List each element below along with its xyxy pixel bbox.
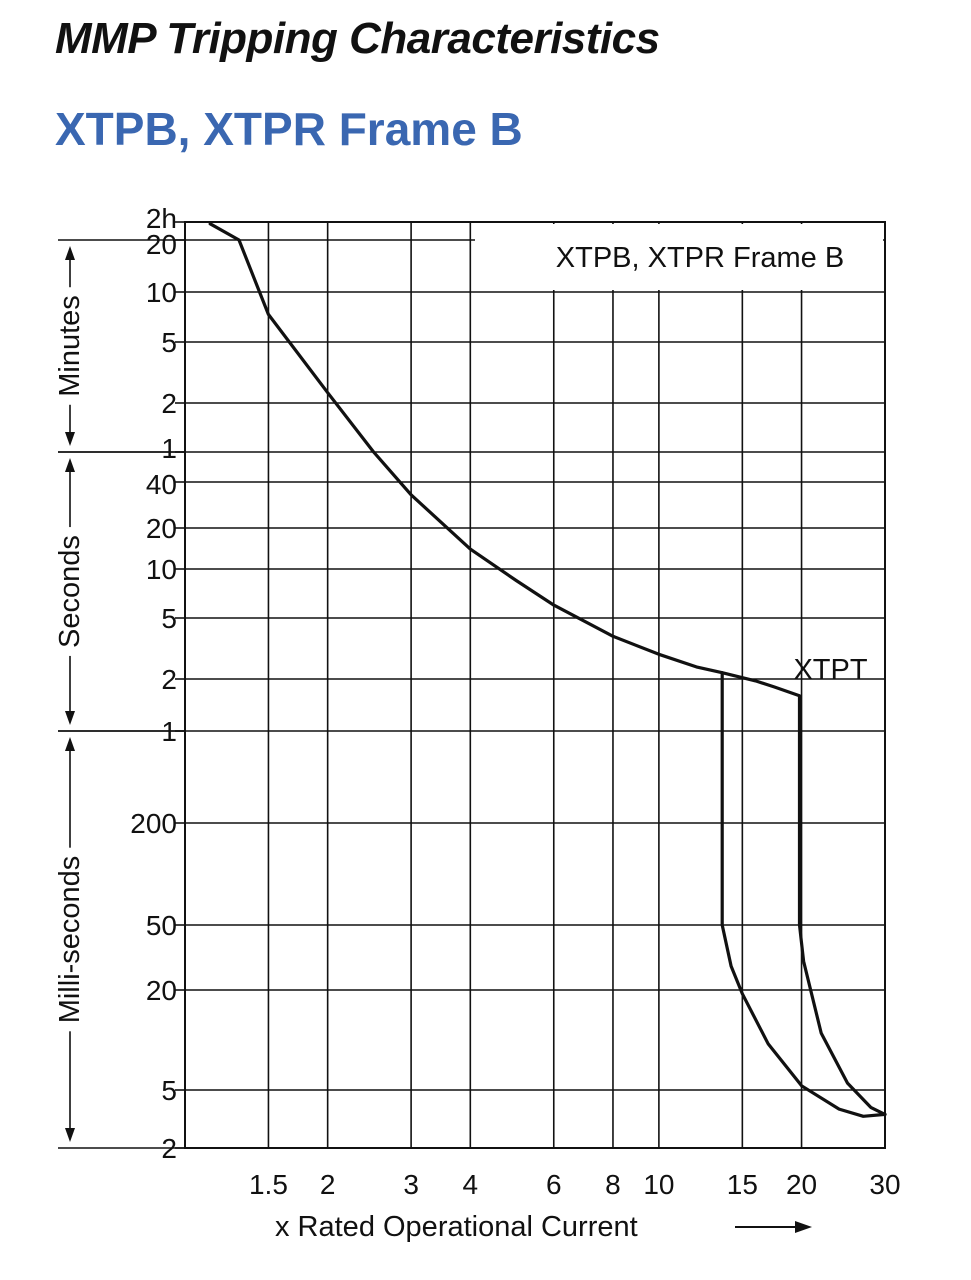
series-label: XTPT (793, 654, 867, 686)
y-tick-label: 5 (161, 1075, 177, 1106)
x-axis-label: x Rated Operational Current (275, 1211, 638, 1243)
y-tick-label: 10 (146, 277, 177, 308)
tick-labels: 1.5 2 3 4 6 8 10 15 20 302h2010521402010521200502… (130, 203, 900, 1200)
x-tick-label: 30 (869, 1169, 900, 1200)
y-tick-label: 1 (161, 716, 177, 747)
y-tick-label: 2h (146, 203, 177, 234)
inset-label: XTPB, XTPR Frame B (556, 242, 844, 274)
y-tick-label: 20 (146, 513, 177, 544)
series-curves: XTPT (208, 222, 887, 1118)
y-tick-label: 40 (146, 469, 177, 500)
x-axis-arrow-head (795, 1221, 812, 1233)
chart-title: MMP Tripping Characteristics (55, 14, 660, 63)
inset-label-box (475, 224, 883, 290)
unit-range-minutes: Minutes (54, 246, 86, 446)
y-tick-label: 50 (146, 910, 177, 941)
x-tick-label: 2 (320, 1169, 336, 1200)
unit-range-arrow-down (65, 432, 75, 446)
x-tick-label: 10 (643, 1169, 674, 1200)
unit-range-label: Minutes (54, 295, 86, 397)
x-tick-label: 1.5 (249, 1169, 288, 1200)
series-line-1 (208, 222, 887, 1118)
x-tick-label: 4 (463, 1169, 479, 1200)
y-tick-label: 20 (146, 229, 177, 260)
x-tick-label: 3 (403, 1169, 419, 1200)
x-tick-label: 20 (786, 1169, 817, 1200)
unit-range-arrow-down (65, 711, 75, 725)
unit-range-arrow-up (65, 246, 75, 260)
y-tick-label: 200 (130, 808, 177, 839)
unit-range-arrow-up (65, 458, 75, 472)
y-tick-label: 10 (146, 554, 177, 585)
x-tick-label: 8 (605, 1169, 621, 1200)
y-tick-label: 2 (161, 1133, 177, 1164)
unit-range-arrow-up (65, 737, 75, 751)
plot-frame (184, 221, 886, 1149)
y-unit-ranges: Minutes Seconds Milli-seconds (54, 239, 185, 1149)
unit-range-seconds: Seconds (54, 458, 86, 725)
chart-subtitle: XTPB, XTPR Frame B (55, 103, 523, 155)
y-tick-label: 1 (161, 433, 177, 464)
series-line-2 (720, 671, 887, 1116)
unit-range-label: Milli-seconds (54, 856, 86, 1024)
unit-range-milli-seconds: Milli-seconds (54, 737, 86, 1142)
y-tick-label: 5 (161, 603, 177, 634)
y-tick-label: 5 (161, 327, 177, 358)
x-tick-label: 15 (727, 1169, 758, 1200)
unit-range-label: Seconds (54, 535, 86, 648)
x-axis-arrow (735, 1221, 812, 1233)
y-tick-label: 20 (146, 975, 177, 1006)
x-tick-label: 6 (546, 1169, 562, 1200)
grid-lines (175, 221, 886, 1149)
y-tick-label: 2 (161, 388, 177, 419)
y-tick-label: 2 (161, 664, 177, 695)
unit-range-arrow-down (65, 1128, 75, 1142)
